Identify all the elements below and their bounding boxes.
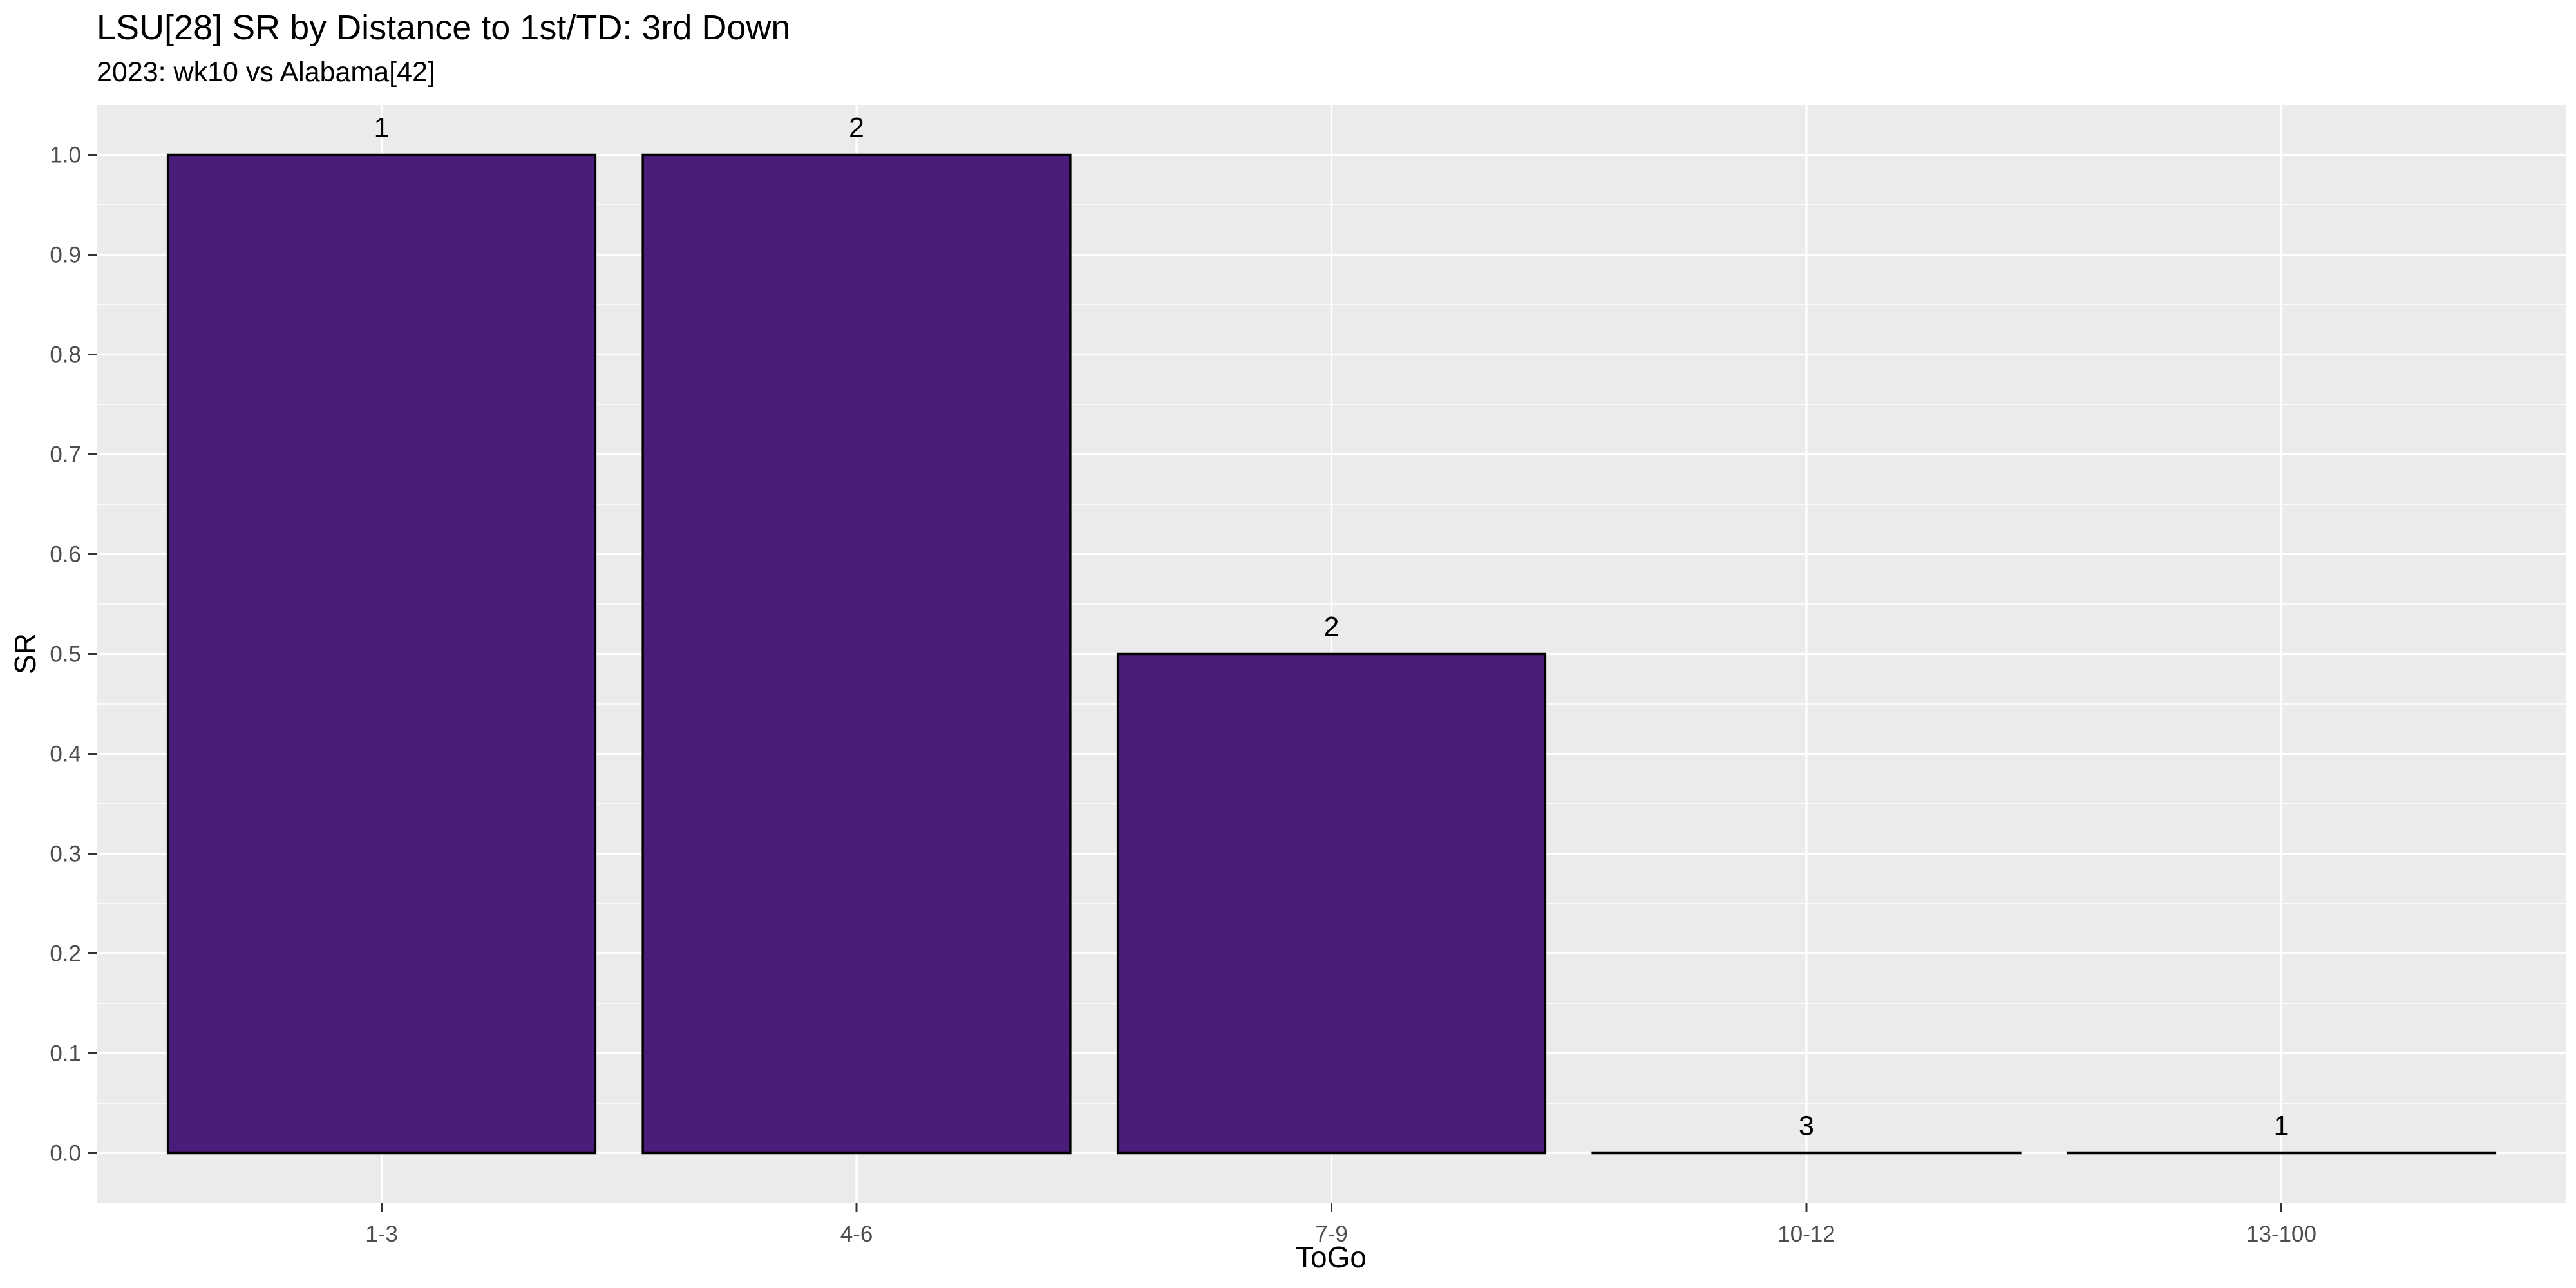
y-tick-label: 1.0 <box>50 143 81 168</box>
x-tick-label-4-6: 4-6 <box>840 1222 873 1247</box>
bar-7-9 <box>1116 652 1547 1155</box>
bar-1-3 <box>166 153 597 1155</box>
x-tick-label-10-12: 10-12 <box>1777 1222 1835 1247</box>
y-tick-label: 0.8 <box>50 343 81 368</box>
data-label-13-100: 1 <box>2274 1111 2289 1142</box>
y-tick-label: 0.6 <box>50 542 81 567</box>
x-tick-label-1-3: 1-3 <box>365 1222 398 1247</box>
data-label-7-9: 2 <box>1324 612 1340 643</box>
x-axis-ticks: 1-3 4-6 7-9 10-12 13-100 <box>365 1203 2316 1247</box>
y-axis-title: SR <box>8 633 42 674</box>
y-tick-label: 0.3 <box>50 842 81 867</box>
y-axis-ticks: 0.0 0.1 0.2 0.3 0.4 0.5 0.6 0.7 0.8 0.9 1.0 <box>50 143 97 1166</box>
y-tick-label: 0.2 <box>50 942 81 967</box>
data-label-1-3: 1 <box>374 113 390 144</box>
y-tick-label: 0.0 <box>50 1141 81 1166</box>
chart-subtitle: 2023: wk10 vs Alabama[42] <box>97 57 435 88</box>
x-tick-label-7-9: 7-9 <box>1315 1222 1348 1247</box>
data-label-10-12: 3 <box>1799 1111 1814 1142</box>
y-tick-label: 0.4 <box>50 742 81 767</box>
data-label-4-6: 2 <box>849 113 864 144</box>
x-tick-label-13-100: 13-100 <box>2246 1222 2316 1247</box>
x-axis-title: ToGo <box>1296 1240 1367 1274</box>
y-tick-label: 0.5 <box>50 642 81 667</box>
bar-4-6 <box>641 153 1072 1155</box>
bars <box>166 153 2497 1155</box>
y-tick-label: 0.7 <box>50 442 81 468</box>
y-tick-label: 0.9 <box>50 243 81 268</box>
chart-title: LSU[28] SR by Distance to 1st/TD: 3rd Do… <box>97 8 791 47</box>
y-tick-label: 0.1 <box>50 1041 81 1066</box>
data-labels: 1 2 2 3 1 <box>374 113 2289 1142</box>
